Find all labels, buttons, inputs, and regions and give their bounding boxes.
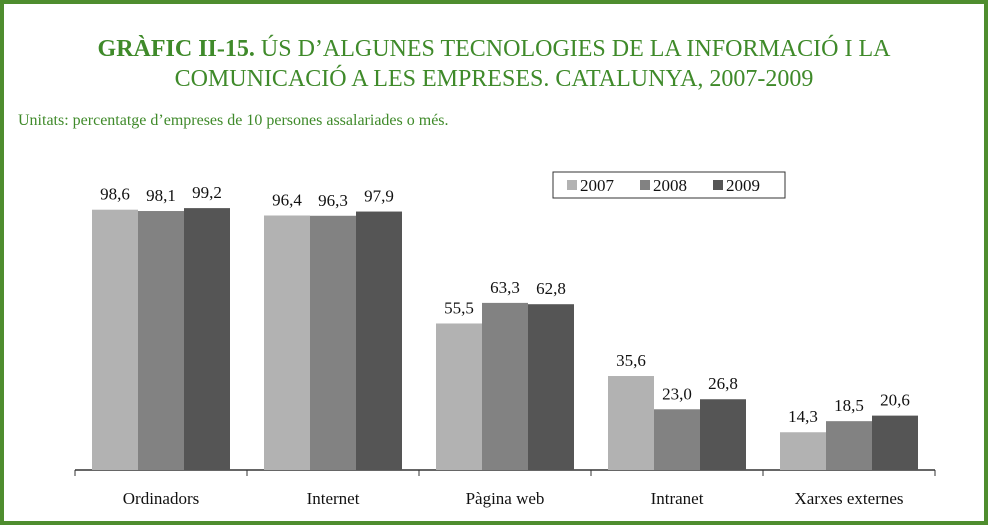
data-label: 20,6 (880, 391, 910, 410)
data-label: 97,9 (364, 187, 394, 206)
bar (356, 211, 402, 470)
x-tick-label: Intranet (651, 489, 704, 508)
bar (264, 215, 310, 470)
data-label: 98,6 (100, 185, 130, 204)
legend-label: 2009 (726, 176, 760, 195)
x-tick-label: Internet (307, 489, 360, 508)
x-tick-label: Ordinadors (123, 489, 199, 508)
subtitle: Unitats: percentatge d’empreses de 10 pe… (18, 112, 449, 129)
legend-swatch (567, 180, 577, 190)
legend-swatch (713, 180, 723, 190)
data-label: 62,8 (536, 279, 566, 298)
bar (826, 421, 872, 470)
data-label: 26,8 (708, 374, 738, 393)
x-tick-label: Xarxes externes (794, 489, 903, 508)
legend-label: 2007 (580, 176, 615, 195)
bar (138, 211, 184, 471)
legend-swatch (640, 180, 650, 190)
bar (528, 304, 574, 470)
title-text: ÚS D’ALGUNES TECNOLOGIES DE LA INFORMACI… (174, 36, 891, 92)
bar (700, 399, 746, 470)
data-label: 14,3 (788, 407, 818, 426)
bar (608, 376, 654, 470)
bar (482, 302, 528, 470)
data-label: 63,3 (490, 278, 520, 297)
bar (872, 415, 918, 470)
chart: Ordinadors 98,6 98,1 99,2 Internet 96,4 96,3 97… (74, 171, 936, 508)
bar (310, 215, 356, 470)
data-label: 18,5 (834, 396, 864, 415)
bar (92, 209, 138, 471)
data-label: 99,2 (192, 183, 222, 202)
data-label: 55,5 (444, 298, 474, 317)
chart-title: GRÀFIC II-15. ÚS D’ALGUNES TECNOLOGIES D… (34, 34, 954, 94)
data-label: 96,3 (318, 191, 348, 210)
bar (780, 432, 826, 470)
bar (436, 323, 482, 470)
data-label: 35,6 (616, 351, 646, 370)
title-label: GRÀFIC II-15. (97, 36, 255, 62)
data-label: 98,1 (146, 186, 176, 205)
data-label: 96,4 (272, 191, 302, 210)
data-label: 23,0 (662, 384, 692, 403)
bar (184, 208, 230, 470)
legend-label: 2008 (653, 176, 687, 195)
bar (654, 409, 700, 470)
x-tick-label: Pàgina web (466, 489, 545, 508)
legend-box (552, 171, 786, 199)
